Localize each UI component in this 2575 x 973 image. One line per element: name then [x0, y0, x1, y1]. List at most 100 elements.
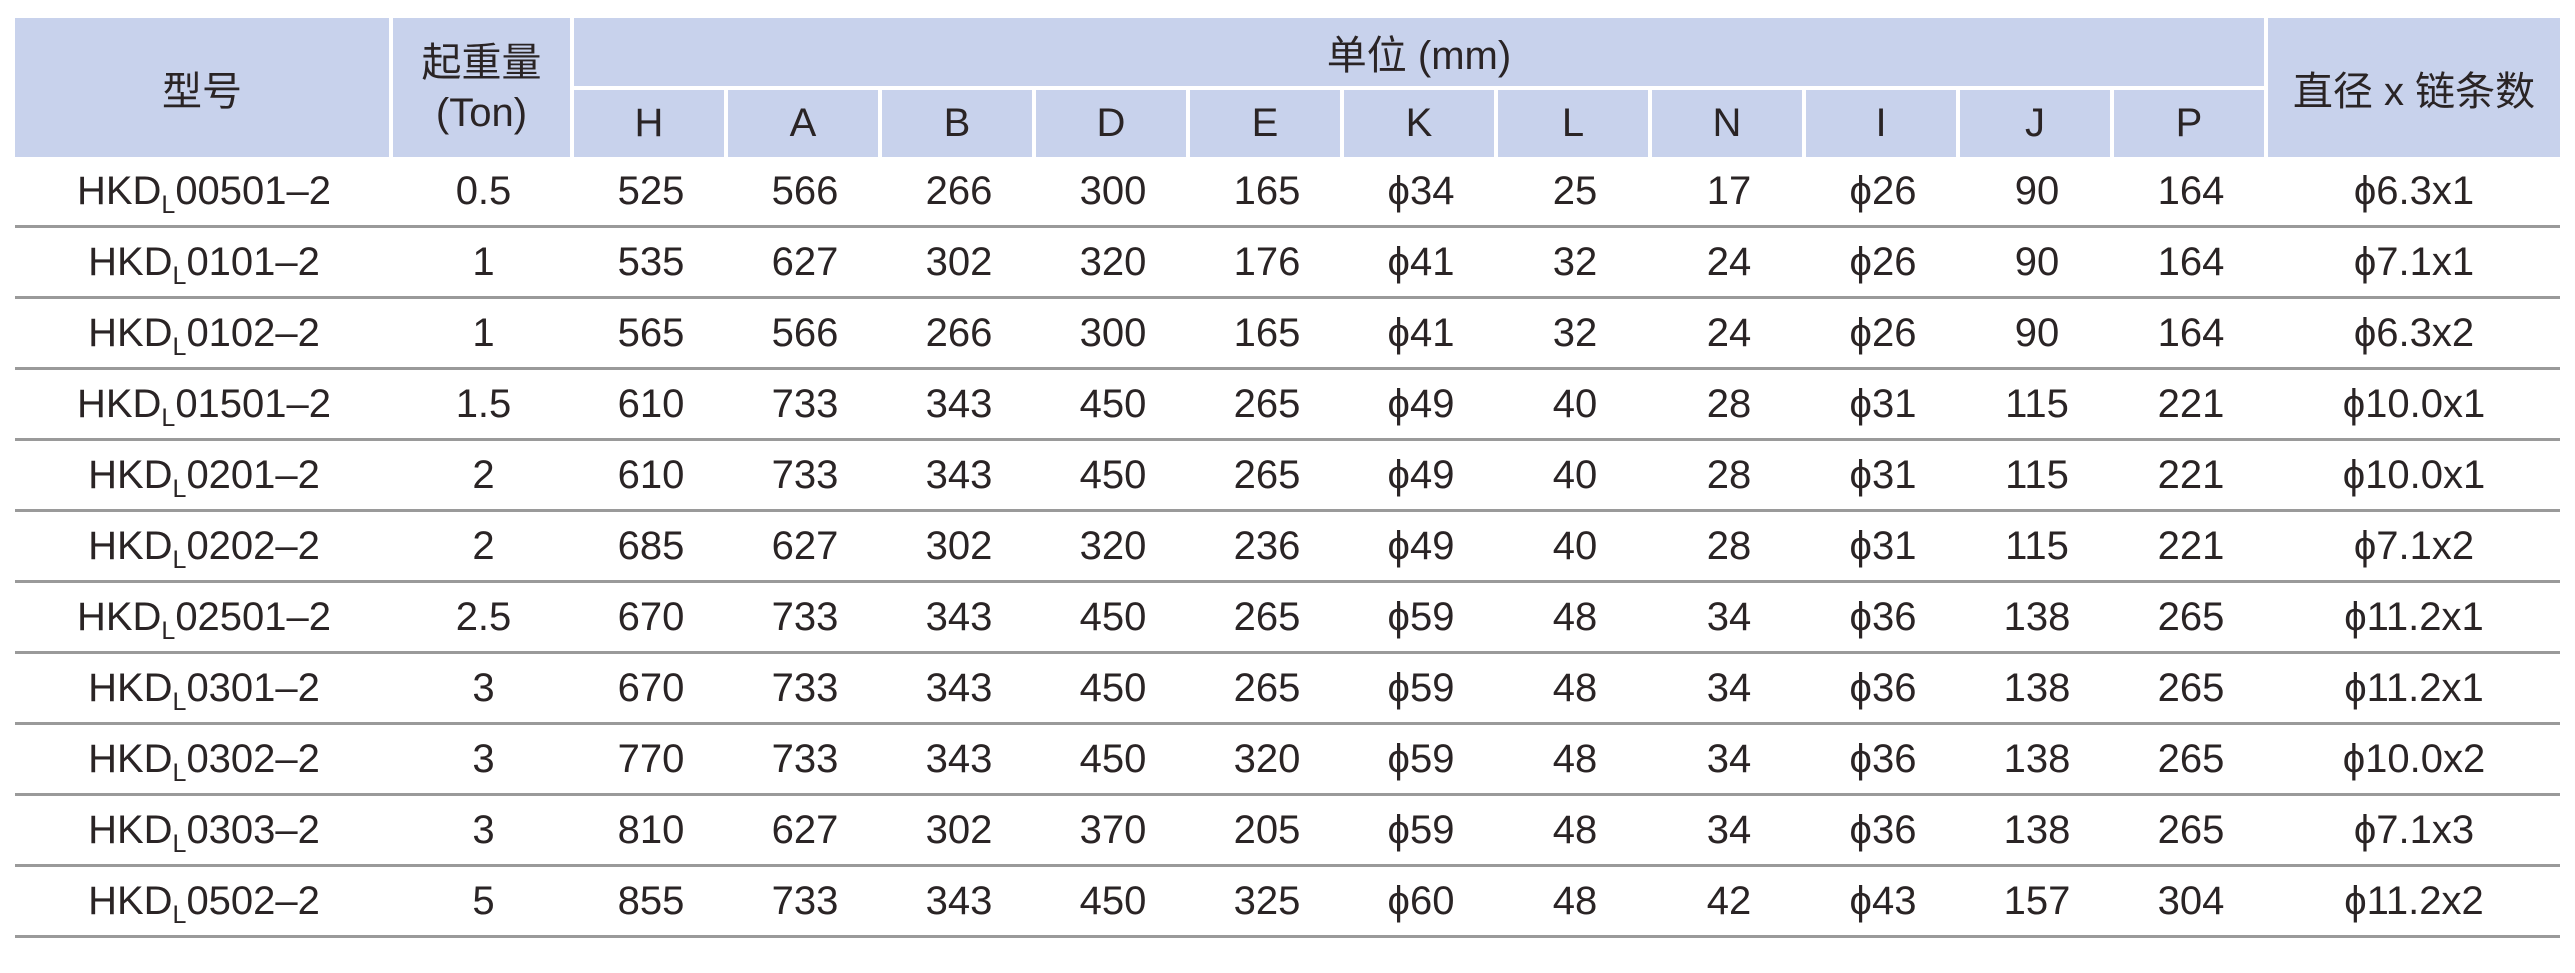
cell-dim-K: ϕ59 [1387, 807, 1455, 852]
cell-capacity: 2 [472, 452, 495, 497]
model-subscript: L [172, 546, 187, 574]
cell-chain-spec: ϕ7.1x1 [2353, 239, 2475, 284]
cell-dim-E: 265 [1233, 665, 1301, 710]
cell-dim-N: 34 [1706, 665, 1752, 710]
model-prefix: HKD [88, 736, 173, 781]
cell-dim-N: 42 [1706, 878, 1752, 923]
model-suffix: 0101–2 [186, 239, 320, 284]
cell-dim-N: 28 [1706, 523, 1752, 568]
table-header: 型号 起重量 (Ton) 单位 (mm) H A B D E K L N I J P 直径 x 链条数 [15, 18, 2560, 157]
cell-dim-L: 32 [1552, 239, 1598, 284]
table-row: HKD L 01501–2 1.5 610 733 343 450 265 ϕ49 40 28 ϕ3… [15, 370, 2560, 441]
cell-dim-K: ϕ49 [1387, 523, 1455, 568]
cell-dim-L: 32 [1552, 310, 1598, 355]
cell-dim-H: 770 [617, 736, 685, 781]
model-prefix: HKD [88, 878, 173, 923]
table-row: HKD L 02501–2 2.5 670 733 343 450 265 ϕ59 48 34 ϕ3… [15, 583, 2560, 654]
table-body: HKD L 00501–2 0.5 525 566 266 300 165 ϕ34 25 17 ϕ2… [15, 157, 2560, 938]
cell-dim-L: 48 [1552, 736, 1598, 781]
cell-model: HKD L 0502–2 [15, 867, 393, 935]
cell-model: HKD L 0301–2 [15, 654, 393, 722]
cell-dim-I: ϕ43 [1849, 878, 1917, 923]
col-header-J: J [1960, 90, 2114, 157]
model-suffix: 0303–2 [186, 807, 320, 852]
cell-dim-P: 164 [2157, 239, 2225, 284]
cell-dim-H: 670 [617, 665, 685, 710]
cell-dim-A: 627 [771, 807, 839, 852]
table-row: HKD L 0202–2 2 685 627 302 320 236 ϕ49 40 28 ϕ31 11… [15, 512, 2560, 583]
cell-model: HKD L 0302–2 [15, 725, 393, 793]
table-row: HKD L 0102–2 1 565 566 266 300 165 ϕ41 32 24 ϕ26 90… [15, 299, 2560, 370]
model-subscript: L [172, 901, 187, 929]
cell-dim-K: ϕ41 [1387, 310, 1455, 355]
cell-dim-I: ϕ26 [1849, 239, 1917, 284]
cell-dim-L: 48 [1552, 878, 1598, 923]
col-header-A: A [728, 90, 882, 157]
cell-dim-J: 90 [2014, 239, 2060, 284]
model-prefix: HKD [88, 239, 173, 284]
cell-dim-H: 565 [617, 310, 685, 355]
cell-dim-N: 34 [1706, 807, 1752, 852]
cell-model: HKD L 00501–2 [15, 157, 393, 225]
cell-dim-B: 266 [925, 310, 993, 355]
cell-dim-K: ϕ59 [1387, 736, 1455, 781]
cell-dim-J: 115 [2005, 523, 2069, 568]
col-header-model: 型号 [15, 18, 393, 157]
cell-capacity: 3 [472, 736, 495, 781]
cell-dim-I: ϕ36 [1849, 665, 1917, 710]
cell-model: HKD L 0102–2 [15, 299, 393, 367]
cell-chain-spec: ϕ10.0x1 [2342, 452, 2486, 497]
cell-dim-P: 304 [2157, 878, 2225, 923]
cell-dim-K: ϕ59 [1387, 594, 1455, 639]
cell-dim-J: 138 [2003, 736, 2071, 781]
model-prefix: HKD [76, 594, 162, 639]
cell-chain-spec: ϕ7.1x3 [2353, 807, 2475, 852]
cell-dim-B: 343 [925, 878, 993, 923]
col-header-chain-spec: 直径 x 链条数 [2268, 18, 2560, 157]
cell-dim-J: 90 [2014, 310, 2060, 355]
col-header-L: L [1498, 90, 1652, 157]
cell-dim-J: 138 [2003, 665, 2071, 710]
col-header-capacity: 起重量 (Ton) [393, 18, 574, 157]
cell-dim-B: 302 [925, 523, 993, 568]
cell-dim-E: 265 [1233, 594, 1301, 639]
cell-dim-I: ϕ31 [1849, 452, 1917, 497]
cell-dim-E: 176 [1233, 239, 1301, 284]
cell-dim-I: ϕ36 [1849, 594, 1917, 639]
cell-capacity: 1 [472, 239, 495, 284]
cell-chain-spec: ϕ11.2x2 [2344, 878, 2484, 923]
cell-dim-I: ϕ31 [1849, 523, 1917, 568]
model-suffix: 00501–2 [175, 168, 332, 213]
col-header-I: I [1806, 90, 1960, 157]
table-row: HKD L 0502–2 5 855 733 343 450 325 ϕ60 48 42 ϕ43 15… [15, 867, 2560, 938]
cell-dim-N: 17 [1706, 168, 1752, 213]
cell-dim-P: 265 [2157, 807, 2225, 852]
model-subscript: L [161, 191, 176, 219]
cell-model: HKD L 0101–2 [15, 228, 393, 296]
cell-dim-D: 450 [1079, 736, 1147, 781]
cell-dim-B: 343 [925, 665, 993, 710]
model-subscript: L [172, 688, 187, 716]
model-prefix: HKD [88, 452, 173, 497]
model-prefix: HKD [88, 665, 173, 710]
model-subscript: L [172, 830, 187, 858]
table-row: HKD L 00501–2 0.5 525 566 266 300 165 ϕ34 25 17 ϕ2… [15, 157, 2560, 228]
cell-chain-spec: ϕ6.3x1 [2353, 168, 2475, 213]
cell-dim-J: 90 [2014, 168, 2060, 213]
cell-chain-spec: ϕ11.2x1 [2344, 665, 2484, 710]
cell-dim-E: 320 [1233, 736, 1301, 781]
cell-dim-I: ϕ26 [1849, 310, 1917, 355]
col-header-D: D [1036, 90, 1190, 157]
cell-dim-L: 40 [1552, 523, 1598, 568]
table-row: HKD L 0303–2 3 810 627 302 370 205 ϕ59 48 34 ϕ36 13… [15, 796, 2560, 867]
cell-dim-H: 670 [617, 594, 685, 639]
model-prefix: HKD [88, 310, 173, 355]
cell-dim-A: 566 [771, 310, 839, 355]
cell-dim-B: 302 [925, 239, 993, 284]
cell-dim-E: 265 [1233, 452, 1301, 497]
cell-dim-J: 138 [2003, 594, 2071, 639]
cell-dim-P: 221 [2157, 381, 2225, 426]
cell-dim-H: 535 [617, 239, 685, 284]
cell-capacity: 3 [472, 665, 495, 710]
model-suffix: 0502–2 [186, 878, 320, 923]
